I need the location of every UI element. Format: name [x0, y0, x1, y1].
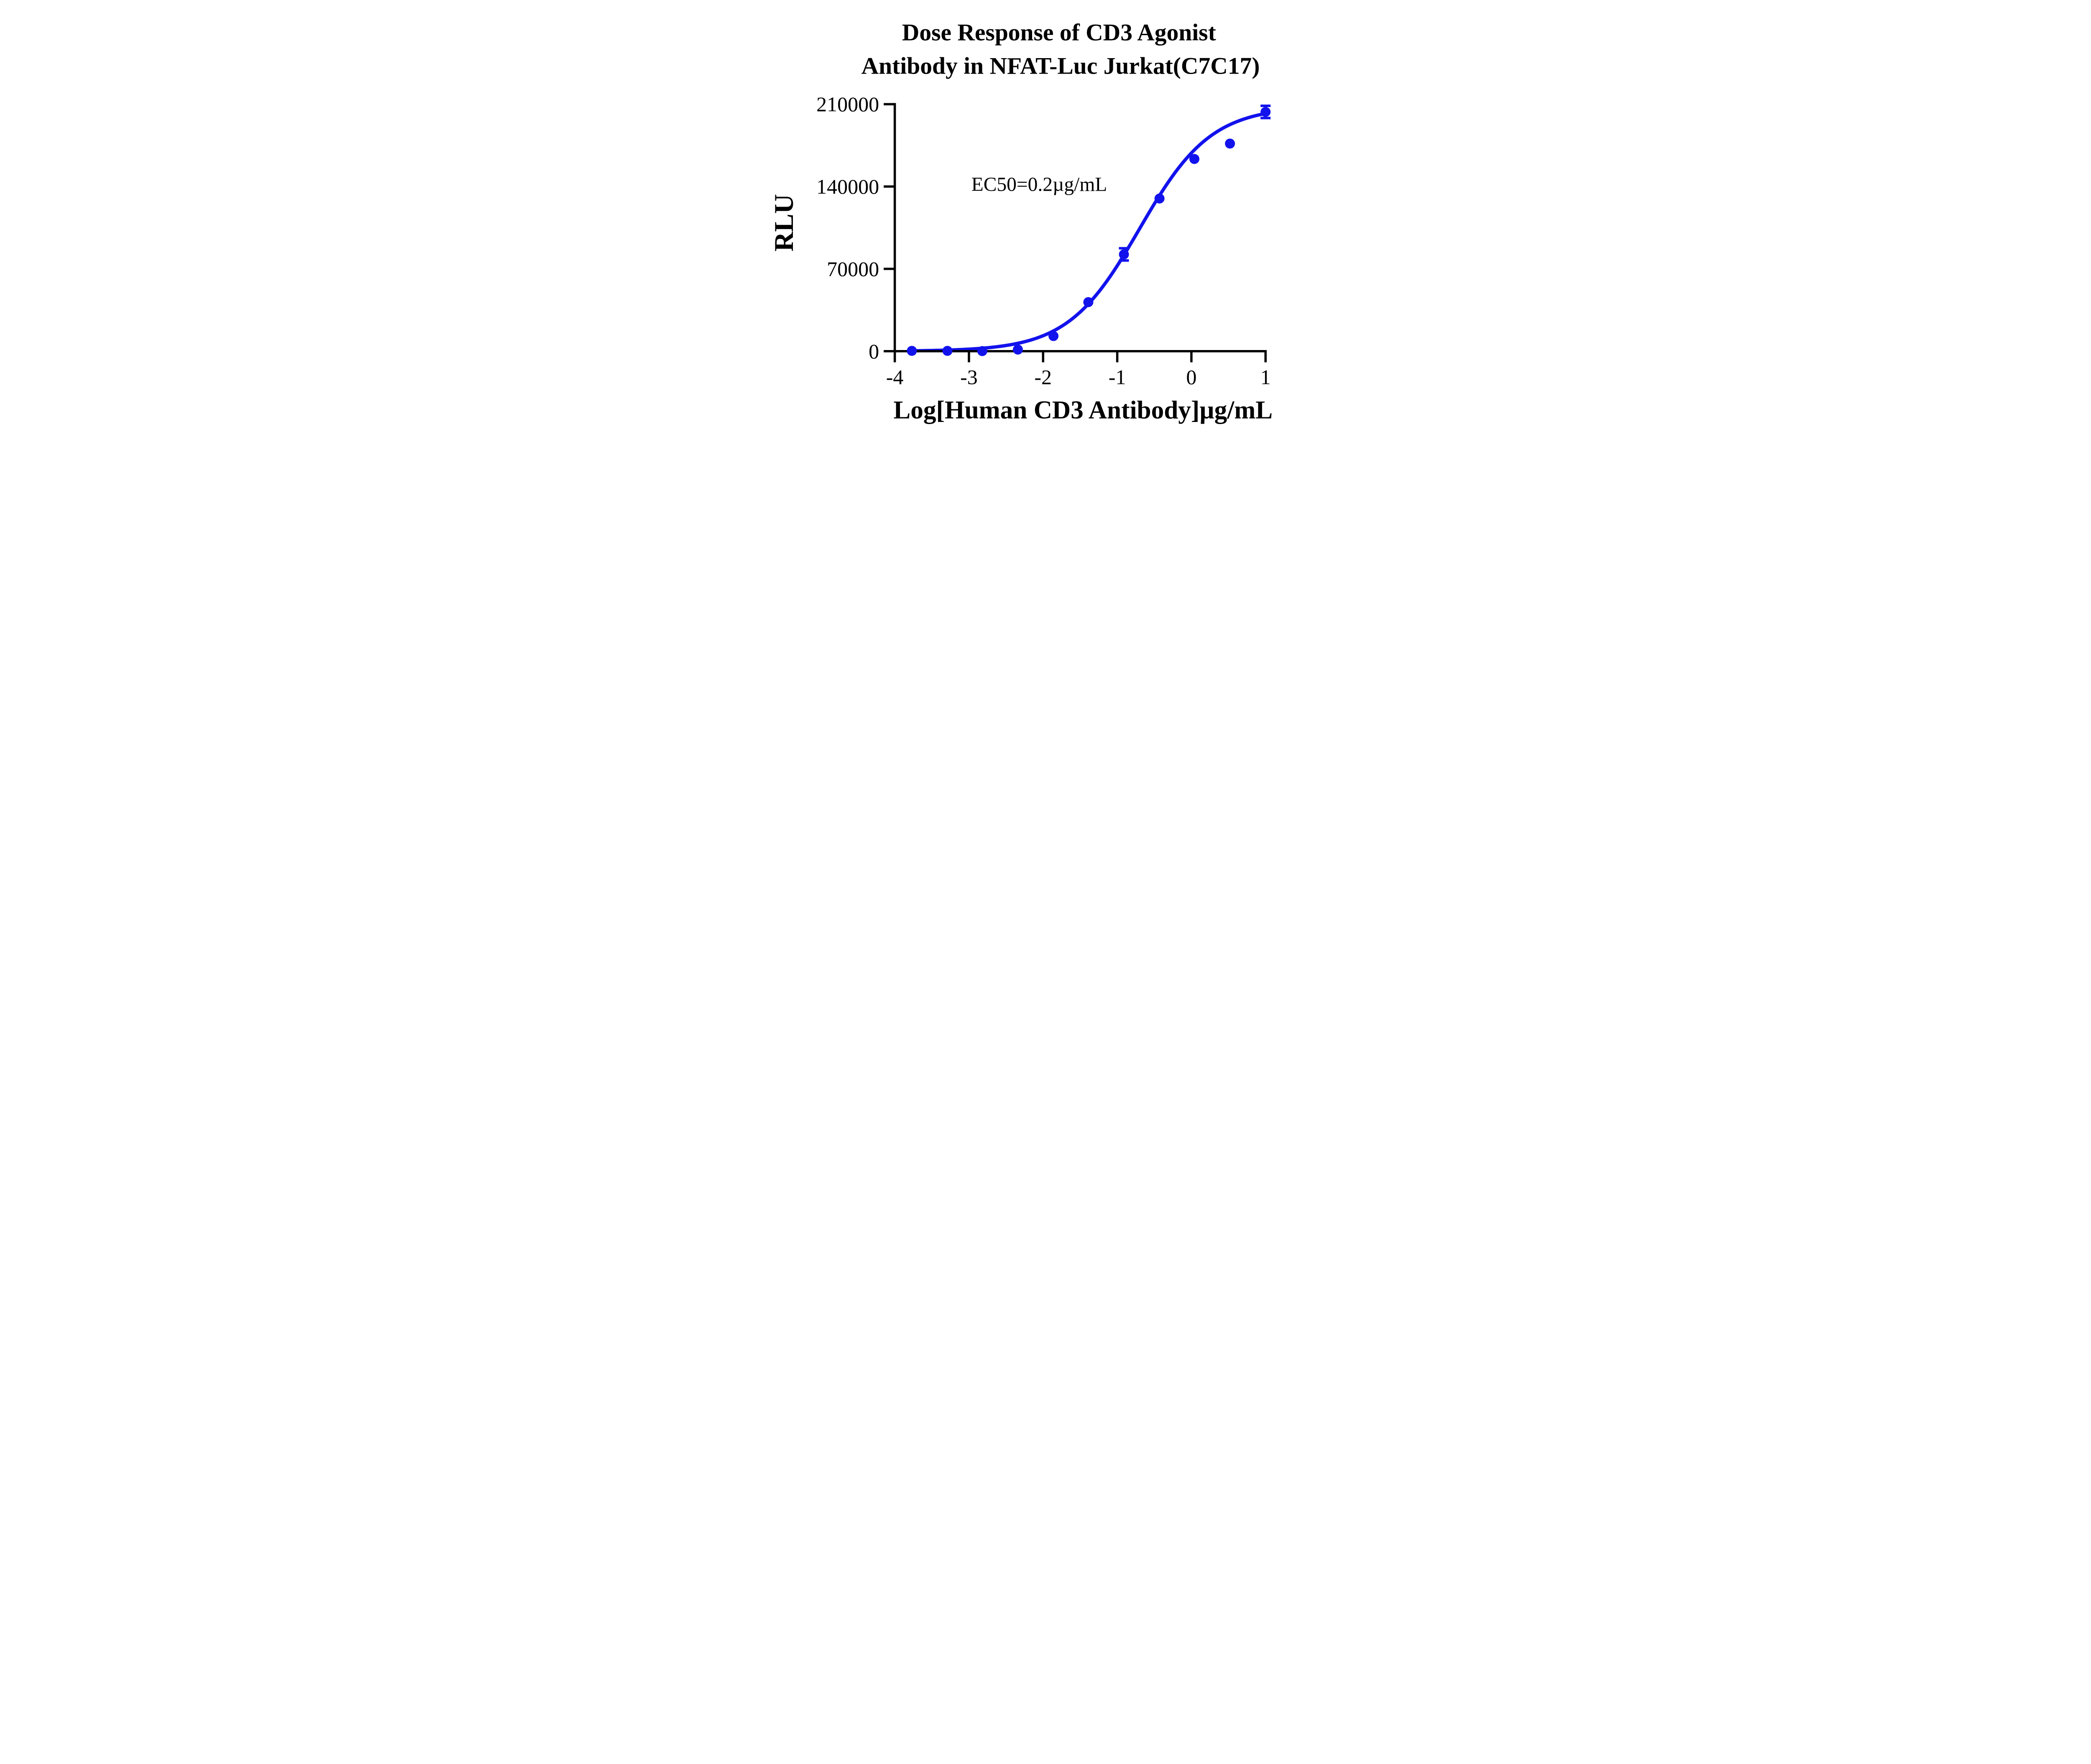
- data-point: [1225, 138, 1235, 149]
- y-axis-title: RLU: [769, 194, 799, 251]
- data-point: [907, 345, 917, 356]
- tick-labels-layer: 0 70000 140000 210000 -4 -3 -2 -1 0 1: [816, 92, 1271, 389]
- fitted-curve: [910, 112, 1268, 353]
- y-tick-label: 140000: [816, 175, 879, 198]
- data-point: [1119, 249, 1129, 260]
- x-tick-label: -3: [960, 366, 978, 389]
- chart-title-line2: Antibody in NFAT-Luc Jurkat(C7C17): [861, 53, 1260, 79]
- x-tick-label: -1: [1109, 366, 1126, 389]
- x-tick-label: 0: [1186, 366, 1196, 389]
- chart-title-line1: Dose Response of CD3 Agonist: [902, 19, 1216, 46]
- x-tick-label: -4: [886, 366, 904, 389]
- y-tick-label: 0: [869, 340, 879, 363]
- data-point: [1083, 297, 1094, 307]
- data-point: [1260, 107, 1271, 117]
- y-tick-label: 70000: [827, 257, 879, 281]
- x-tick-label: -2: [1034, 366, 1052, 389]
- data-point: [977, 346, 987, 356]
- data-point: [942, 345, 953, 356]
- ec50-annotation: EC50=0.2µg/mL: [971, 174, 1107, 195]
- dose-response-chart: 0 70000 140000 210000 -4 -3 -2 -1 0 1 Dose Respon…: [766, 0, 1325, 441]
- x-tick-label: 1: [1260, 366, 1271, 389]
- data-point: [1154, 193, 1165, 204]
- data-points-layer: [907, 105, 1271, 356]
- data-point: [1012, 344, 1023, 355]
- x-axis-title: Log[Human CD3 Antibody]µg/mL: [893, 396, 1273, 424]
- dose-response-figure: 0 70000 140000 210000 -4 -3 -2 -1 0 1 Dose Respon…: [766, 0, 1325, 441]
- axes-layer: [884, 103, 1267, 363]
- data-point: [1189, 154, 1199, 164]
- fitted-curve-layer: [910, 112, 1268, 353]
- page: 0 70000 140000 210000 -4 -3 -2 -1 0 1 Dose Respon…: [766, 0, 1325, 441]
- y-tick-label: 210000: [816, 92, 879, 116]
- data-point: [1048, 331, 1059, 341]
